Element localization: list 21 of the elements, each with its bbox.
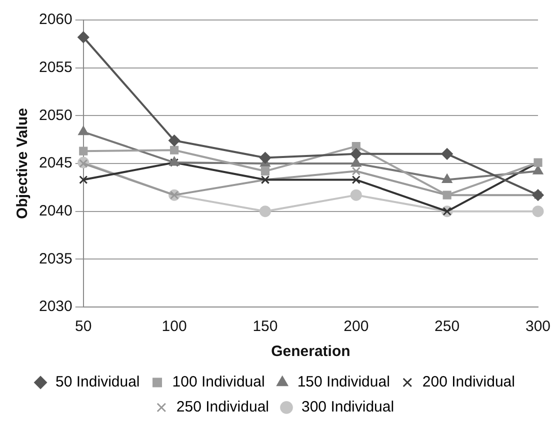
y-tick-label: 2040	[38, 202, 72, 220]
legend-label: 250 Individual	[176, 398, 270, 416]
legend-label: 100 Individual	[172, 374, 265, 391]
x-tick-label: 50	[75, 318, 92, 336]
y-tick-label: 2055	[38, 58, 72, 76]
x-tick-label: 150	[252, 318, 278, 336]
x-tick-label: 250	[434, 318, 460, 336]
legend-label: 200 Individual	[422, 374, 515, 391]
y-tick-label: 2030	[38, 298, 72, 316]
y-axis-title: Objective Value	[14, 108, 32, 219]
y-tick-label: 2035	[38, 250, 72, 268]
x-axis-title: Generation	[271, 343, 350, 360]
x-tick-label: 200	[344, 318, 369, 336]
x-tick-label: 100	[162, 318, 187, 336]
legend-label: 300 Individual	[302, 398, 394, 416]
y-tick-label: 2045	[38, 154, 72, 172]
y-tick-label: 2050	[38, 106, 72, 124]
legend-label: 50 Individual	[56, 374, 140, 391]
legend-label: 150 Individual	[297, 374, 390, 391]
y-tick-label: 2060	[38, 11, 72, 28]
x-tick-label: 300	[525, 318, 551, 336]
